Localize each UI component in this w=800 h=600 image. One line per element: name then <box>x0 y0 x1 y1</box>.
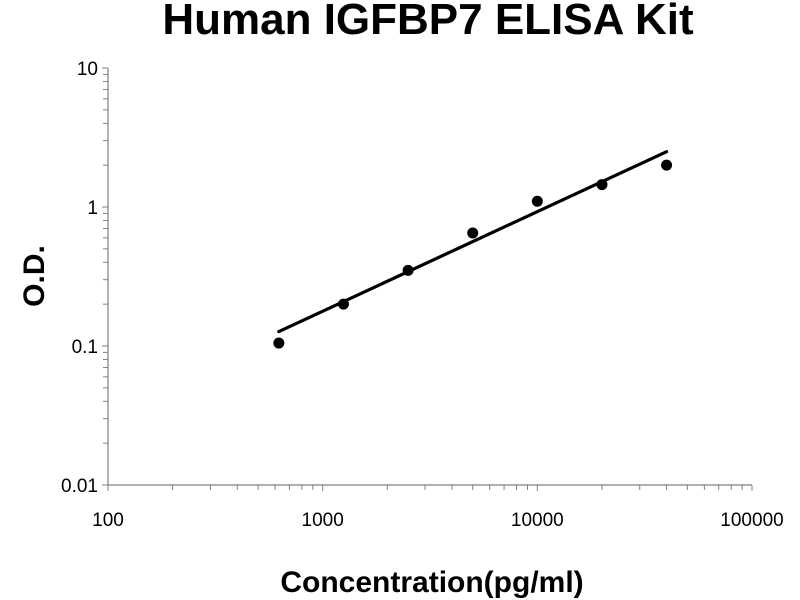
data-point <box>661 159 673 171</box>
trendline-group <box>277 150 669 334</box>
x-tick-label: 100 <box>92 510 124 531</box>
data-point <box>596 179 608 191</box>
y-tick-label: 1 <box>87 198 98 219</box>
data-point <box>273 337 285 349</box>
x-tick-label: 10000 <box>511 510 564 531</box>
data-point <box>402 264 414 276</box>
data-point <box>531 195 543 207</box>
chart-title: Human IGFBP7 ELISA Kit <box>162 0 694 44</box>
x-tick-label: 100000 <box>720 510 783 531</box>
points-group <box>273 159 673 349</box>
trendline <box>277 150 669 334</box>
y-axis-label: O.D. <box>18 245 51 307</box>
data-point <box>337 298 349 310</box>
y-tick-label: 0.01 <box>61 476 98 497</box>
y-tick-label: 0.1 <box>72 337 98 358</box>
y-tick-label: 10 <box>77 59 98 80</box>
x-axis-label: Concentration(pg/ml) <box>280 566 583 599</box>
axes: 100 1000 10000 100000 10 1 0.1 0.01 <box>61 59 784 531</box>
data-point <box>467 227 479 239</box>
x-tick-label: 1000 <box>302 510 344 531</box>
